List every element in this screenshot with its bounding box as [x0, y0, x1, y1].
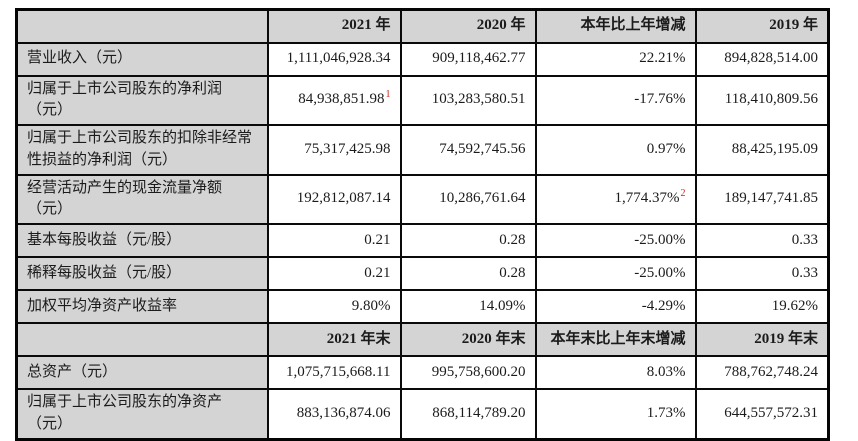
value-cell: 0.33: [694, 223, 830, 258]
row-label-cell: 经营活动产生的现金流量净额（元）: [15, 173, 269, 225]
value-cell: 894,828,514.00: [694, 41, 830, 77]
value-cell: 14.09%: [399, 289, 537, 324]
table-row: 归属于上市公司股东的净利润（元） 84,938,851.981 103,283,58…: [15, 74, 830, 126]
value-cell: 1,111,046,928.34: [266, 41, 402, 77]
table-body: 2021 年 2020 年本年比上年增减 2019 年营业收入（元） 1,111,04…: [15, 8, 830, 440]
value-cell: 8.03%: [534, 355, 697, 390]
value-cell: -25.00%: [534, 256, 697, 291]
value-cell: 0.33: [694, 256, 830, 291]
financial-summary-table-container: 2021 年 2020 年本年比上年增减 2019 年营业收入（元） 1,111,04…: [15, 8, 830, 441]
value-cell: 0.28: [399, 223, 537, 258]
table-row: 经营活动产生的现金流量净额（元） 192,812,087.14 10,286,761…: [15, 173, 830, 225]
cell-value: 1,774.37%: [614, 190, 680, 207]
value-cell: 84,938,851.981: [266, 74, 402, 126]
value-cell: 883,136,874.06: [266, 388, 402, 440]
value-cell: 909,118,462.77: [399, 41, 537, 77]
value-cell: -25.00%: [534, 223, 697, 258]
value-cell: 118,410,809.56: [694, 74, 830, 126]
value-cell: -17.76%: [534, 74, 697, 126]
row-label-cell: 归属于上市公司股东的扣除非经常性损益的净利润（元）: [15, 124, 269, 176]
value-cell: 10,286,761.64: [399, 173, 537, 225]
financial-summary-table: 2021 年 2020 年本年比上年增减 2019 年营业收入（元） 1,111,04…: [15, 8, 830, 441]
value-cell: 644,557,572.31: [694, 388, 830, 440]
row-label-cell: 归属于上市公司股东的净利润（元）: [15, 74, 269, 126]
row-label-cell: 基本每股收益（元/股）: [15, 223, 269, 258]
table-row: 营业收入（元） 1,111,046,928.34 909,118,462.77 22.…: [15, 41, 830, 77]
table-row: 加权平均净资产收益率 9.80% 14.09% -4.29% 19.62%: [15, 289, 830, 324]
value-cell: 103,283,580.51: [399, 74, 537, 126]
value-cell: 995,758,600.20: [399, 355, 537, 390]
value-cell: 0.28: [399, 256, 537, 291]
header-cell: 2021 年: [266, 8, 402, 44]
header-corner-cell: [15, 8, 269, 44]
value-cell: 19.62%: [694, 289, 830, 324]
table-row: 归属于上市公司股东的净资产（元） 883,136,874.06 868,114,78…: [15, 388, 830, 440]
table-header-row: 2021 年 2020 年本年比上年增减 2019 年: [15, 8, 830, 44]
value-cell: 192,812,087.14: [266, 173, 402, 225]
cell-value: 84,938,851.98: [298, 91, 385, 108]
table-row: 稀释每股收益（元/股） 0.21 0.28 -25.00% 0.33: [15, 256, 830, 291]
table-row: 归属于上市公司股东的扣除非经常性损益的净利润（元） 75,317,425.98 74…: [15, 124, 830, 176]
header-cell: 本年比上年增减: [534, 8, 697, 44]
value-cell: 0.21: [266, 223, 402, 258]
value-cell: 1,075,715,668.11: [266, 355, 402, 390]
value-cell: 22.21%: [534, 41, 697, 77]
value-cell: 74,592,745.56: [399, 124, 537, 176]
header-cell: 本年末比上年末增减: [534, 322, 697, 357]
header-cell: 2020 年: [399, 8, 537, 44]
row-label-cell: 加权平均净资产收益率: [15, 289, 269, 324]
header-cell: 2021 年末: [266, 322, 402, 357]
value-cell: 75,317,425.98: [266, 124, 402, 176]
row-label-cell: 稀释每股收益（元/股）: [15, 256, 269, 291]
value-cell: 0.21: [266, 256, 402, 291]
value-cell: 189,147,741.85: [694, 173, 830, 225]
value-cell: -4.29%: [534, 289, 697, 324]
footnote-marker: 1: [385, 89, 391, 101]
header-cell: 2019 年: [694, 8, 830, 44]
table-row: 总资产（元） 1,075,715,668.11 995,758,600.20 8.03…: [15, 355, 830, 390]
value-cell: 9.80%: [266, 289, 402, 324]
table-header-row: 2021 年末 2020 年末 本年末比上年末增减 2019 年末: [15, 322, 830, 357]
value-cell: 88,425,195.09: [694, 124, 830, 176]
header-cell: 2019 年末: [694, 322, 830, 357]
header-corner-cell: [15, 322, 269, 357]
value-cell: 788,762,748.24: [694, 355, 830, 390]
footnote-marker: 2: [680, 188, 686, 200]
row-label-cell: 归属于上市公司股东的净资产（元）: [15, 388, 269, 440]
value-cell: 1.73%: [534, 388, 697, 440]
table-row: 基本每股收益（元/股） 0.21 0.28 -25.00% 0.33: [15, 223, 830, 258]
row-label-cell: 营业收入（元）: [15, 41, 269, 77]
value-cell: 1,774.37%2: [534, 173, 697, 225]
value-cell: 0.97%: [534, 124, 697, 176]
header-cell: 2020 年末: [399, 322, 537, 357]
row-label-cell: 总资产（元）: [15, 355, 269, 390]
value-cell: 868,114,789.20: [399, 388, 537, 440]
